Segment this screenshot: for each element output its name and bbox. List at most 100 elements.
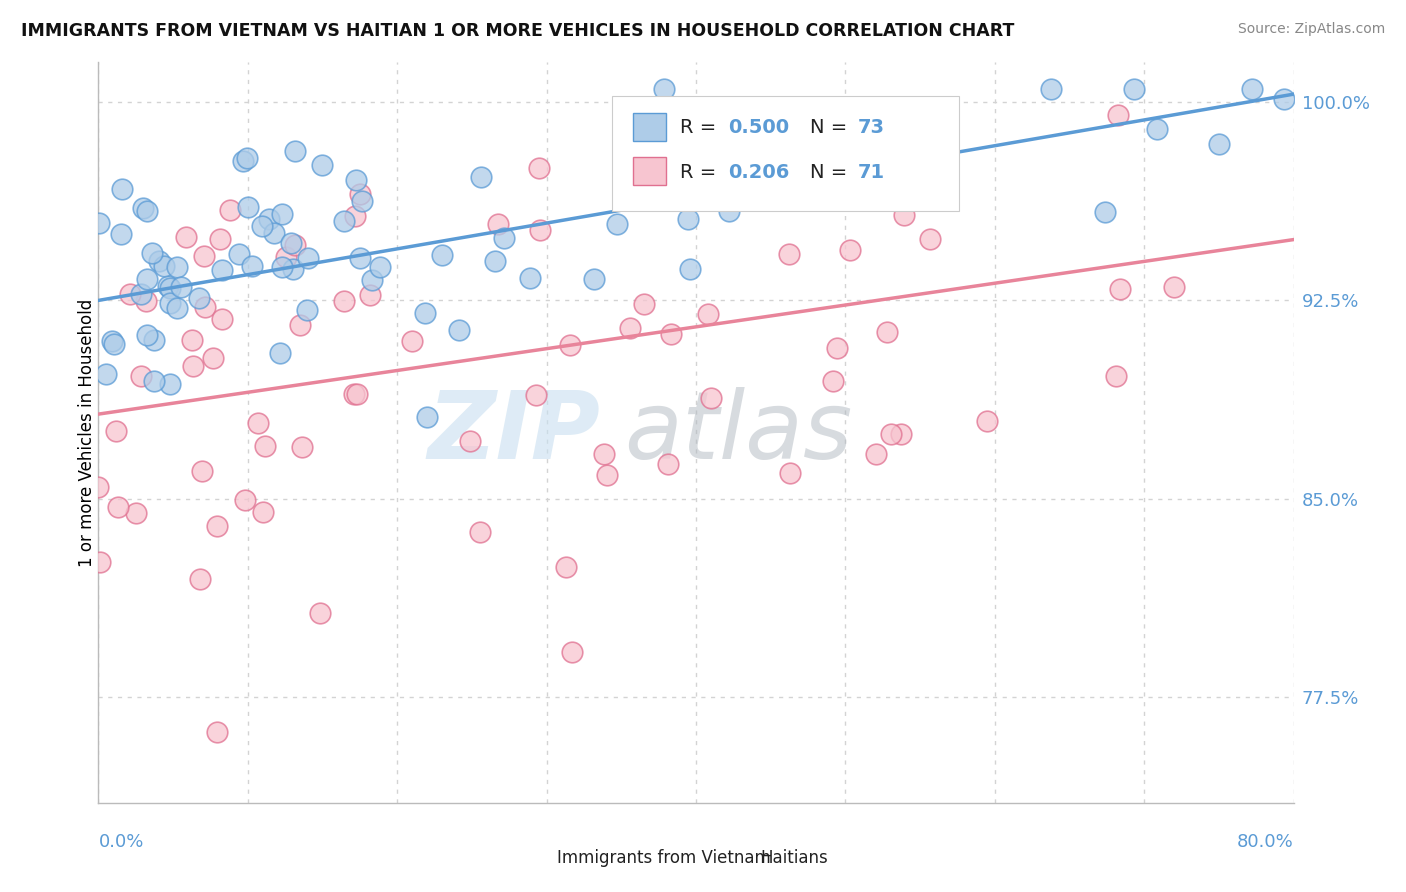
Point xyxy=(159,281,181,295)
Point xyxy=(333,214,356,228)
Point xyxy=(344,173,367,187)
Point xyxy=(1104,369,1126,384)
Bar xyxy=(523,849,548,867)
Point xyxy=(159,296,181,310)
Point xyxy=(240,259,263,273)
Point xyxy=(194,300,217,314)
Point xyxy=(346,386,368,401)
Point xyxy=(1272,92,1295,106)
Point xyxy=(676,212,699,227)
Point xyxy=(524,387,547,401)
Point xyxy=(211,262,233,277)
Point xyxy=(129,368,152,383)
Point xyxy=(349,251,371,265)
Point xyxy=(187,291,209,305)
Point xyxy=(343,210,366,224)
Point xyxy=(284,237,307,252)
Point xyxy=(191,464,214,478)
Point xyxy=(228,246,250,260)
Text: 0.0%: 0.0% xyxy=(98,833,143,851)
Point xyxy=(152,259,174,273)
Point xyxy=(166,260,188,274)
Point xyxy=(129,287,152,301)
Point xyxy=(208,232,231,246)
Point xyxy=(606,217,628,231)
Point xyxy=(219,202,242,217)
Point xyxy=(1240,82,1263,96)
Point xyxy=(136,328,159,343)
Point xyxy=(1146,122,1168,136)
Text: atlas: atlas xyxy=(624,387,852,478)
Point xyxy=(619,321,641,335)
Point xyxy=(876,325,898,339)
Point xyxy=(893,208,915,222)
Point xyxy=(484,254,506,268)
Point xyxy=(111,182,134,196)
Point xyxy=(700,391,723,405)
Point xyxy=(193,249,215,263)
Text: Haitians: Haitians xyxy=(761,849,828,867)
Point xyxy=(1107,108,1129,122)
Point xyxy=(235,152,257,166)
Point xyxy=(174,229,197,244)
Point xyxy=(308,607,330,621)
Point xyxy=(852,185,875,199)
Point xyxy=(87,216,110,230)
Point xyxy=(201,351,224,366)
Point xyxy=(232,154,254,169)
Point xyxy=(1208,137,1230,152)
Text: N =: N = xyxy=(810,162,853,181)
Point xyxy=(280,235,302,250)
Point xyxy=(291,440,314,454)
Point xyxy=(359,288,381,302)
Point xyxy=(103,336,125,351)
Point xyxy=(654,82,676,96)
Point xyxy=(1108,282,1130,296)
Point xyxy=(183,359,205,374)
Point xyxy=(250,219,273,233)
Point xyxy=(236,200,259,214)
Point xyxy=(519,271,541,285)
Text: Immigrants from Vietnam: Immigrants from Vietnam xyxy=(557,849,770,867)
Point xyxy=(141,246,163,260)
Point xyxy=(492,230,515,244)
Point xyxy=(96,368,118,382)
Point xyxy=(920,232,942,246)
Point xyxy=(352,194,374,208)
Point xyxy=(470,169,492,184)
Point xyxy=(596,467,619,482)
Point xyxy=(107,500,129,514)
Point xyxy=(554,560,576,574)
Point xyxy=(148,253,170,268)
Point xyxy=(558,338,581,352)
Point xyxy=(333,293,356,308)
Point xyxy=(679,262,702,277)
Point xyxy=(284,144,307,158)
Point xyxy=(880,427,903,442)
Bar xyxy=(633,157,666,186)
Point xyxy=(274,250,297,264)
Point xyxy=(87,480,110,494)
Point xyxy=(207,725,229,739)
Point xyxy=(247,416,270,430)
Point xyxy=(449,323,471,337)
Point xyxy=(827,341,849,355)
Text: R =: R = xyxy=(681,162,723,181)
Point xyxy=(823,374,845,388)
Point xyxy=(529,223,551,237)
Point xyxy=(430,248,453,262)
Bar xyxy=(633,112,666,141)
Y-axis label: 1 or more Vehicles in Household: 1 or more Vehicles in Household xyxy=(79,299,96,566)
Point xyxy=(166,301,188,316)
Point xyxy=(295,303,318,318)
Point xyxy=(170,280,193,294)
Point xyxy=(190,572,212,586)
Text: N =: N = xyxy=(810,118,853,137)
Point xyxy=(205,519,228,533)
Text: ZIP: ZIP xyxy=(427,386,600,479)
Point xyxy=(110,227,132,242)
Text: IMMIGRANTS FROM VIETNAM VS HAITIAN 1 OR MORE VEHICLES IN HOUSEHOLD CORRELATION C: IMMIGRANTS FROM VIETNAM VS HAITIAN 1 OR … xyxy=(21,22,1015,40)
Point xyxy=(271,207,294,221)
Point xyxy=(233,493,256,508)
Point xyxy=(211,312,233,326)
